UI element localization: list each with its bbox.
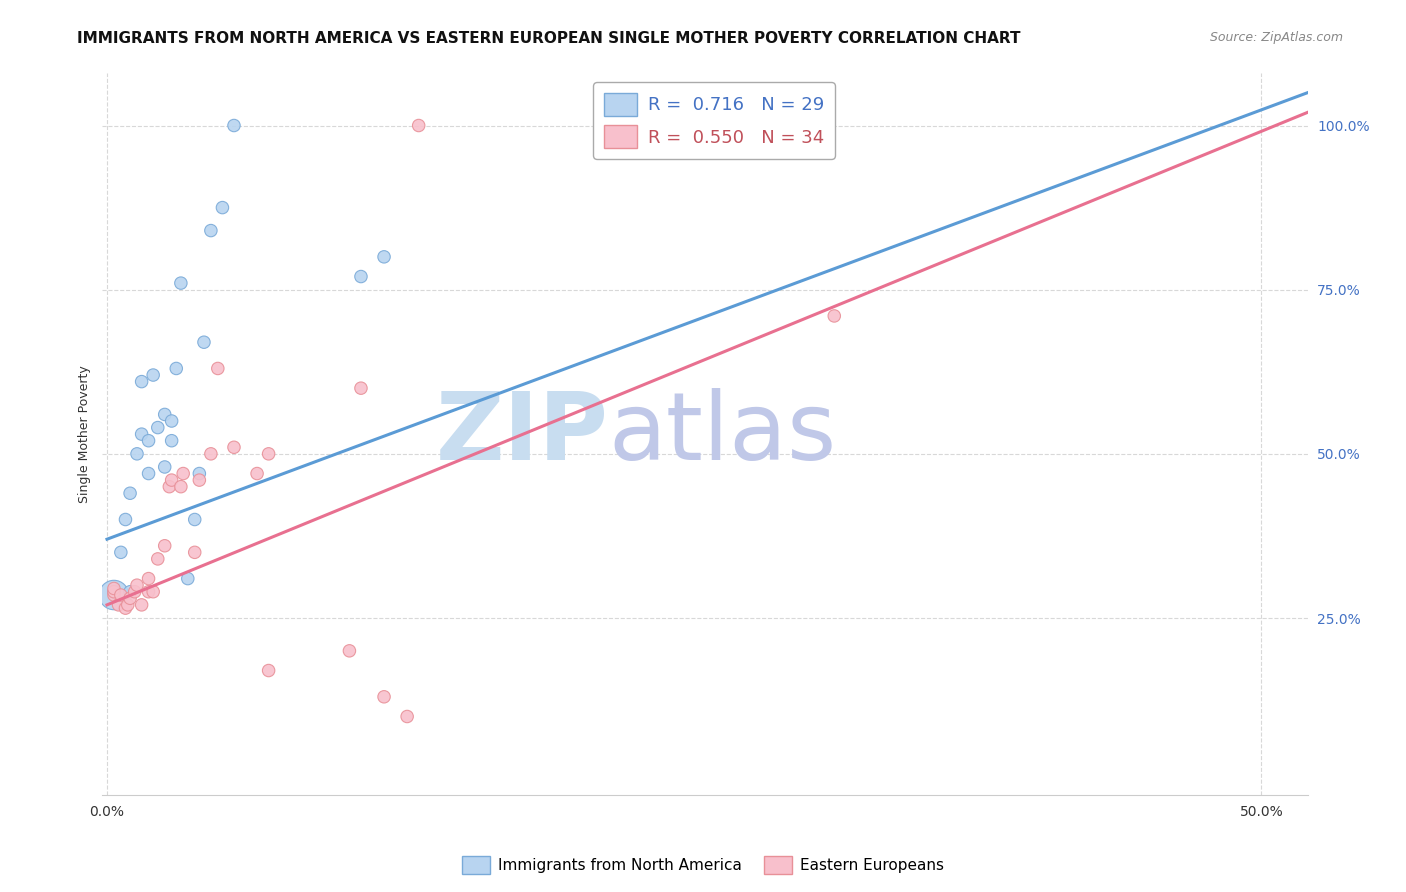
- Point: [103, 584, 125, 599]
- Point: [184, 512, 207, 526]
- Point: [396, 709, 419, 723]
- Point: [125, 447, 148, 461]
- Point: [257, 447, 280, 461]
- Point: [177, 572, 200, 586]
- Point: [110, 588, 132, 602]
- Point: [160, 414, 183, 428]
- Point: [188, 467, 211, 481]
- Point: [207, 361, 229, 376]
- Point: [789, 119, 811, 133]
- Point: [146, 420, 169, 434]
- Point: [165, 361, 187, 376]
- Point: [131, 598, 153, 612]
- Point: [103, 588, 125, 602]
- Point: [117, 598, 139, 612]
- Point: [142, 368, 165, 382]
- Point: [138, 584, 160, 599]
- Point: [373, 690, 395, 704]
- Point: [222, 440, 245, 454]
- Point: [200, 223, 222, 237]
- Text: atlas: atlas: [609, 388, 837, 480]
- Point: [222, 119, 245, 133]
- Point: [170, 276, 193, 290]
- Point: [823, 309, 845, 323]
- Point: [103, 584, 125, 599]
- Point: [339, 644, 361, 658]
- Point: [172, 467, 194, 481]
- Point: [170, 480, 193, 494]
- Point: [350, 269, 373, 284]
- Point: [142, 584, 165, 599]
- Point: [110, 545, 132, 559]
- Point: [211, 201, 233, 215]
- Point: [257, 664, 280, 678]
- Point: [125, 578, 148, 592]
- Point: [184, 545, 207, 559]
- Point: [200, 447, 222, 461]
- Legend: Immigrants from North America, Eastern Europeans: Immigrants from North America, Eastern E…: [457, 850, 949, 880]
- Text: IMMIGRANTS FROM NORTH AMERICA VS EASTERN EUROPEAN SINGLE MOTHER POVERTY CORRELAT: IMMIGRANTS FROM NORTH AMERICA VS EASTERN…: [77, 31, 1021, 46]
- Y-axis label: Single Mother Poverty: Single Mother Poverty: [79, 365, 91, 503]
- Point: [131, 375, 153, 389]
- Point: [120, 486, 142, 500]
- Point: [103, 582, 125, 596]
- Point: [131, 427, 153, 442]
- Legend: R =  0.716   N = 29, R =  0.550   N = 34: R = 0.716 N = 29, R = 0.550 N = 34: [593, 82, 835, 159]
- Point: [373, 250, 395, 264]
- Point: [138, 467, 160, 481]
- Point: [408, 119, 430, 133]
- Point: [157, 480, 180, 494]
- Point: [350, 381, 373, 395]
- Point: [153, 460, 176, 475]
- Text: ZIP: ZIP: [436, 388, 609, 480]
- Point: [188, 473, 211, 487]
- Point: [107, 598, 129, 612]
- Point: [160, 434, 183, 448]
- Point: [120, 584, 142, 599]
- Point: [103, 588, 125, 602]
- Point: [146, 552, 169, 566]
- Point: [114, 601, 136, 615]
- Point: [246, 467, 269, 481]
- Point: [114, 512, 136, 526]
- Point: [153, 408, 176, 422]
- Point: [160, 473, 183, 487]
- Point: [138, 434, 160, 448]
- Point: [153, 539, 176, 553]
- Point: [138, 572, 160, 586]
- Point: [124, 584, 146, 599]
- Point: [120, 591, 142, 606]
- Point: [193, 335, 215, 350]
- Text: Source: ZipAtlas.com: Source: ZipAtlas.com: [1209, 31, 1343, 45]
